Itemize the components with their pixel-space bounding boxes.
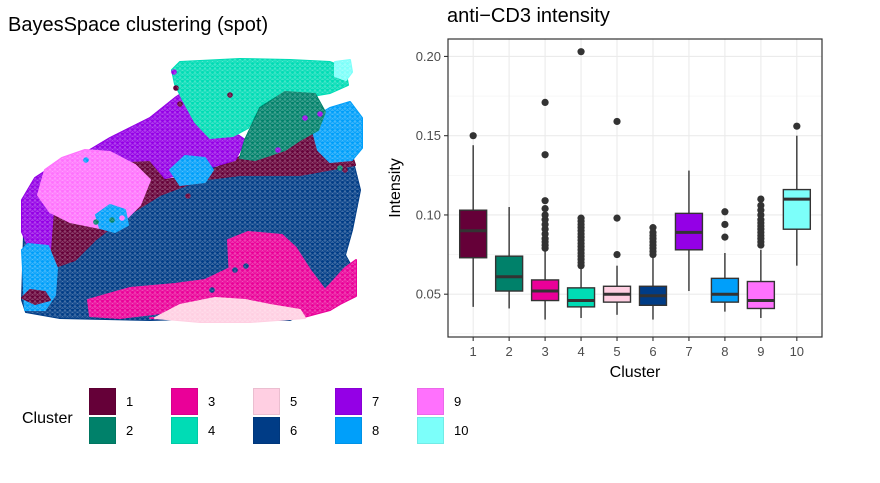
legend-swatch: [335, 417, 362, 444]
outlier-point: [613, 250, 621, 259]
box-cluster-6: [638, 224, 668, 320]
x-tick-label: 4: [577, 344, 584, 359]
legend-label: 3: [208, 394, 216, 409]
box-iqr: [566, 287, 596, 308]
y-axis-title: Intensity: [387, 158, 404, 218]
legend-item-cluster-7: 7: [335, 388, 415, 416]
outlier-point: [757, 201, 765, 210]
x-tick-label: 5: [613, 344, 620, 359]
legend-swatch: [89, 388, 116, 415]
legend-swatch: [335, 388, 362, 415]
legend-label: 9: [454, 394, 462, 409]
box-cluster-8: [710, 208, 740, 312]
x-tick-label: 7: [685, 344, 692, 359]
legend-item-cluster-3: 3: [171, 388, 251, 416]
legend-item-cluster-5: 5: [253, 388, 333, 416]
box-iqr: [458, 209, 488, 259]
outlier-point: [613, 117, 621, 126]
legend-label: 6: [290, 423, 298, 438]
box-iqr: [746, 280, 776, 310]
box-cluster-5: [602, 117, 632, 315]
boxplot-title: anti−CD3 intensity: [447, 5, 610, 27]
legend-item-cluster-9: 9: [417, 388, 497, 416]
legend-swatch: [417, 417, 444, 444]
outlier-point: [721, 233, 729, 241]
outlier-point: [541, 211, 549, 219]
x-tick-label: 1: [470, 344, 477, 359]
legend-label: 5: [290, 394, 298, 409]
box-cluster-9: [746, 195, 776, 318]
outlier-point: [541, 151, 549, 159]
y-tick-label: 0.15: [416, 128, 441, 143]
box-cluster-7: [674, 170, 704, 292]
outlier-point: [613, 214, 621, 222]
legend-label: 2: [126, 423, 134, 438]
legend-item-cluster-2: 2: [89, 417, 169, 445]
x-axis-title: Cluster: [610, 364, 661, 381]
legend-label: 8: [372, 423, 380, 438]
x-tick-label: 8: [721, 344, 728, 359]
x-tick-label: 6: [649, 344, 656, 359]
legend-title: Cluster: [22, 410, 73, 427]
box-cluster-10: [782, 122, 812, 266]
legend-swatch: [253, 417, 280, 444]
outlier-point: [721, 208, 729, 216]
legend-item-cluster-6: 6: [253, 417, 333, 445]
spatial-cluster-map: [21, 58, 363, 323]
outlier-point: [721, 220, 729, 229]
box-iqr: [782, 188, 812, 230]
outlier-point: [649, 224, 657, 232]
outlier-point: [793, 122, 801, 130]
x-tick-label: 10: [790, 344, 804, 359]
outlier-point: [577, 214, 585, 222]
y-tick-label: 0.20: [416, 49, 441, 64]
outlier-point: [757, 195, 765, 203]
spot-texture: [22, 59, 362, 322]
legend-label: 7: [372, 394, 380, 409]
outlier-point: [541, 197, 549, 205]
box-iqr: [494, 255, 524, 292]
outlier-point: [577, 48, 585, 56]
box-cluster-1: [458, 132, 488, 307]
legend-item-cluster-8: 8: [335, 417, 415, 445]
x-tick-label: 2: [506, 344, 513, 359]
legend-swatch: [171, 417, 198, 444]
legend-swatch: [253, 388, 280, 415]
box-iqr: [710, 277, 740, 303]
box-cluster-3: [530, 98, 560, 320]
x-tick-label: 9: [757, 344, 764, 359]
legend-item-cluster-10: 10: [417, 417, 497, 445]
legend-item-cluster-1: 1: [89, 388, 169, 416]
box-cluster-4: [566, 48, 596, 318]
x-tick-label: 3: [541, 344, 548, 359]
legend-label: 10: [454, 423, 469, 438]
legend-swatch: [171, 388, 198, 415]
legend-item-cluster-4: 4: [171, 417, 251, 445]
outlier-point: [541, 98, 549, 107]
outlier-point: [541, 205, 549, 213]
legend-swatch: [89, 417, 116, 444]
legend-swatch: [417, 388, 444, 415]
box-cluster-2: [494, 207, 524, 309]
outlier-point: [469, 132, 477, 140]
legend-label: 4: [208, 423, 216, 438]
y-tick-label: 0.10: [416, 207, 441, 222]
map-title: BayesSpace clustering (spot): [8, 14, 269, 36]
legend-label: 1: [126, 394, 134, 409]
panel-border: [447, 38, 823, 338]
boxplot-chart: 0.05 0.10 0.15 0.20 1 2 3 4 5 6 7 8 9 10 Cluster Intens…: [387, 38, 823, 381]
y-tick-label: 0.05: [416, 287, 441, 302]
